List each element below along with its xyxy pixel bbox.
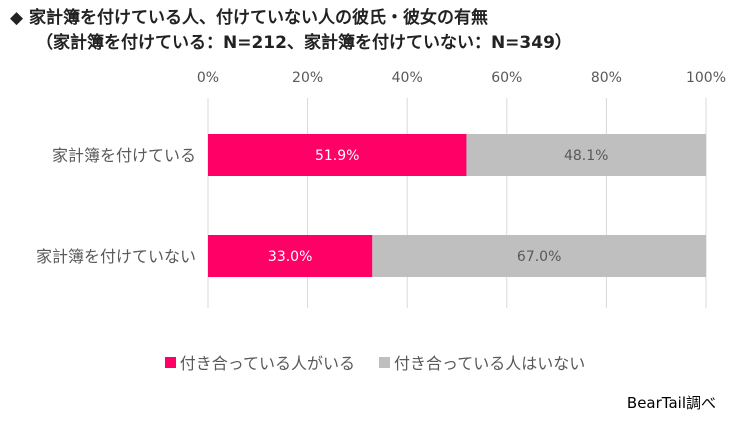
bar-segment — [208, 235, 373, 277]
legend-swatch — [164, 356, 176, 368]
x-tick-label: 100% — [686, 70, 726, 86]
legend-item: 付き合っている人はいない — [379, 350, 585, 374]
x-tick-label: 0% — [197, 70, 219, 86]
legend-label: 付き合っている人はいない — [394, 354, 586, 373]
chart-title: ◆ 家計簿を付けている人、付けていない人の彼氏・彼女の有無 （家計簿を付けている… — [10, 6, 572, 56]
legend: 付き合っている人がいる 付き合っている人はいない — [0, 350, 750, 374]
x-tick-label: 40% — [392, 70, 423, 86]
data-label: 48.1% — [564, 148, 608, 164]
category-label: 家計簿を付けていない — [36, 247, 196, 266]
source-note: BearTail調べ — [626, 394, 716, 412]
x-tick-label: 20% — [292, 70, 323, 86]
data-label: 51.9% — [315, 148, 359, 164]
bar-segment — [466, 134, 706, 176]
title-line-1: ◆ 家計簿を付けている人、付けていない人の彼氏・彼女の有無 — [10, 8, 488, 28]
title-line-2: （家計簿を付けている：N=212、家計簿を付けていない：N=349） — [36, 33, 572, 53]
category-label: 家計簿を付けている — [52, 146, 196, 165]
legend-label: 付き合っている人がいる — [179, 354, 355, 373]
bar-segment — [372, 235, 706, 277]
legend-swatch — [379, 356, 390, 368]
data-label: 33.0% — [268, 249, 312, 265]
x-tick-label: 60% — [491, 70, 522, 86]
bar-segment — [208, 134, 467, 176]
x-tick-label: 80% — [591, 70, 622, 86]
legend-item: 付き合っている人がいる — [164, 350, 355, 374]
data-label: 67.0% — [517, 249, 561, 265]
